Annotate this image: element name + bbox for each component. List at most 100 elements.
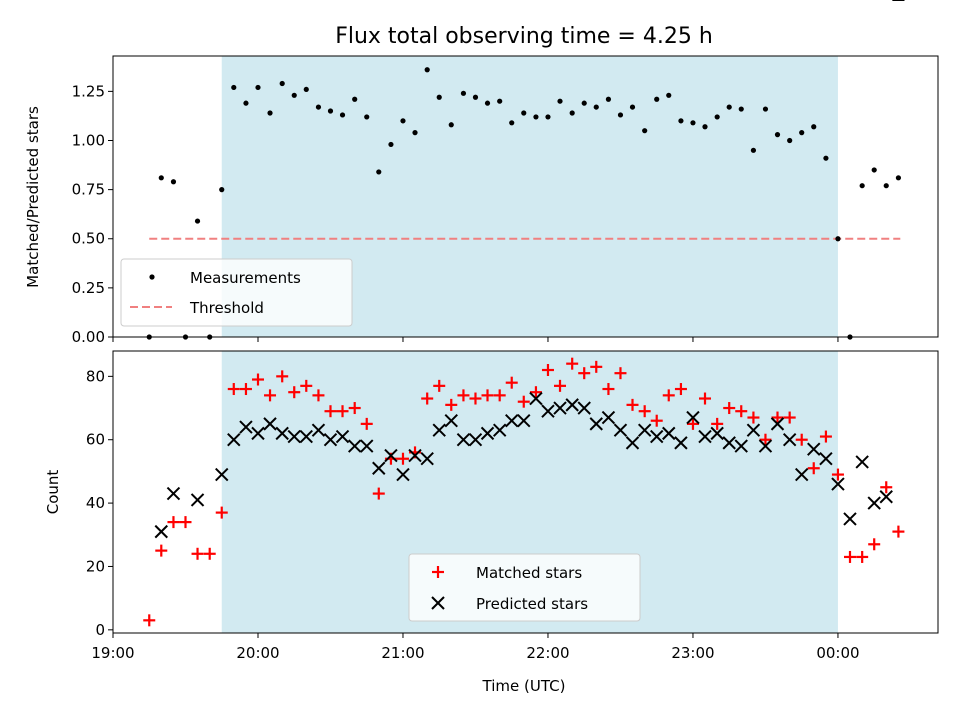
predicted-star-point bbox=[795, 467, 809, 482]
measurement-point bbox=[823, 155, 829, 161]
predicted-star-point bbox=[686, 410, 700, 425]
bottom-ytick-label: 60 bbox=[86, 431, 105, 449]
matched-star-point bbox=[554, 379, 567, 392]
measurement-point bbox=[690, 120, 696, 126]
matched-star-point bbox=[155, 544, 168, 557]
measurement-point bbox=[593, 104, 599, 110]
matched-star-point bbox=[348, 402, 361, 415]
x-tick-label: 22:00 bbox=[526, 644, 569, 662]
predicted-star-point bbox=[650, 429, 664, 444]
predicted-star-point bbox=[492, 423, 507, 437]
predicted-star-point bbox=[456, 433, 471, 447]
x-tick-label: 19:00 bbox=[91, 644, 134, 662]
measurement-point bbox=[629, 104, 636, 110]
predicted-star-point bbox=[154, 524, 168, 539]
measurement-point bbox=[497, 98, 503, 104]
predicted-star-point bbox=[420, 452, 434, 466]
bottom-ytick-label: 20 bbox=[86, 557, 105, 575]
matched-star-point bbox=[783, 411, 796, 424]
measurement-point bbox=[484, 100, 491, 106]
measurement-point bbox=[460, 90, 467, 96]
measurement-point bbox=[750, 147, 757, 153]
matched-star-point bbox=[831, 468, 844, 481]
bottom-ytick-label: 0 bbox=[95, 621, 105, 639]
predicted-star-point bbox=[782, 433, 797, 447]
legend-measurements-label: Measurements bbox=[190, 269, 301, 287]
measurement-point bbox=[557, 98, 563, 104]
predicted-star-point bbox=[372, 461, 386, 475]
predicted-star-point bbox=[770, 417, 785, 431]
predicted-star-point bbox=[529, 391, 543, 406]
x-tick-label: 21:00 bbox=[381, 644, 424, 662]
measurement-point bbox=[364, 114, 370, 120]
predicted-star-point bbox=[758, 439, 773, 453]
matched-star-point bbox=[239, 383, 252, 396]
legend-threshold-label: Threshold bbox=[189, 299, 264, 317]
matched-star-point bbox=[711, 417, 724, 430]
measurement-point bbox=[642, 128, 648, 134]
predicted-star-point bbox=[323, 433, 338, 447]
predicted-star-point bbox=[335, 429, 350, 444]
top-ylabel: Matched/Predicted stars bbox=[24, 106, 42, 288]
top-legend: Measurements Threshold bbox=[120, 258, 353, 327]
matched-star-point bbox=[288, 386, 301, 399]
measurement-point bbox=[702, 124, 708, 130]
matched-star-point bbox=[614, 367, 627, 380]
x-tick-label: 00:00 bbox=[816, 644, 859, 662]
legend-matched-marker bbox=[432, 566, 444, 578]
measurement-point bbox=[654, 96, 660, 102]
matched-star-point bbox=[529, 386, 542, 399]
matched-star-point bbox=[759, 433, 772, 446]
top-ytick-label: 0.25 bbox=[72, 279, 105, 297]
measurement-point bbox=[388, 141, 394, 148]
matched-star-point bbox=[312, 389, 325, 402]
matched-star-point bbox=[481, 389, 494, 402]
predicted-star-point bbox=[444, 414, 458, 428]
predicted-star-point bbox=[432, 423, 446, 437]
predicted-star-point bbox=[287, 429, 301, 444]
predicted-star-point bbox=[275, 426, 289, 441]
matched-star-point bbox=[493, 389, 506, 402]
predicted-star-point bbox=[674, 436, 688, 450]
matched-star-point bbox=[602, 383, 615, 396]
predicted-star-point bbox=[819, 452, 833, 466]
predicted-star-point bbox=[698, 429, 712, 444]
matched-star-point bbox=[735, 405, 748, 418]
predicted-star-point bbox=[746, 423, 761, 437]
matched-star-point bbox=[227, 383, 240, 396]
bottom-ytick-label: 40 bbox=[86, 494, 105, 512]
predicted-star-point bbox=[263, 417, 277, 431]
measurement-point bbox=[569, 110, 575, 116]
measurement-point bbox=[279, 80, 285, 87]
legend-predicted-marker bbox=[431, 596, 445, 610]
predicted-star-point bbox=[589, 417, 603, 431]
measurement-point bbox=[339, 112, 346, 118]
matched-star-point bbox=[191, 547, 204, 560]
measurement-point bbox=[859, 183, 865, 189]
matched-star-point bbox=[747, 411, 760, 424]
matched-star-point bbox=[469, 392, 482, 405]
predicted-star-point bbox=[855, 455, 869, 469]
predicted-star-point bbox=[734, 439, 748, 453]
predicted-star-point bbox=[565, 398, 579, 412]
predicted-star-point bbox=[251, 426, 265, 441]
predicted-star-point bbox=[722, 436, 736, 450]
measurement-point bbox=[327, 108, 334, 114]
predicted-star-point bbox=[541, 404, 555, 418]
top-ytick-label: 0.50 bbox=[72, 230, 105, 248]
top-ytick-label: 0.00 bbox=[72, 328, 105, 346]
matched-star-point bbox=[650, 414, 663, 427]
matched-star-point bbox=[880, 481, 893, 494]
measurement-point bbox=[871, 167, 877, 173]
predicted-star-point bbox=[807, 442, 821, 456]
matched-star-point bbox=[336, 405, 349, 418]
matched-star-point bbox=[167, 516, 180, 529]
top-ytick-label: 1.00 bbox=[72, 131, 105, 149]
predicted-star-point bbox=[408, 448, 422, 463]
top-ytick-label: 0.75 bbox=[72, 181, 105, 199]
measurement-point bbox=[726, 104, 732, 110]
predicted-star-point bbox=[879, 490, 893, 504]
predicted-star-point bbox=[166, 486, 181, 501]
matched-star-point bbox=[795, 433, 808, 446]
matched-star-point bbox=[433, 379, 446, 392]
